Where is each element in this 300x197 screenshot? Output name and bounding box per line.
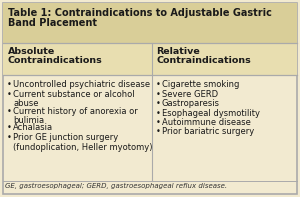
Text: Relative: Relative [157,47,200,56]
Text: •: • [7,124,12,133]
Text: •: • [155,127,160,137]
Text: Autoimmune disease: Autoimmune disease [161,118,250,127]
Text: abuse: abuse [13,99,38,108]
Text: Gastroparesis: Gastroparesis [161,99,220,108]
Text: Esophageal dysmotility: Esophageal dysmotility [161,109,260,117]
Text: •: • [7,133,12,142]
Text: Prior GE junction surgery: Prior GE junction surgery [13,133,118,142]
Text: Severe GERD: Severe GERD [161,89,218,98]
Text: Contraindications: Contraindications [8,56,103,65]
Text: •: • [155,80,160,89]
Text: •: • [7,80,12,89]
Text: bulimia: bulimia [13,116,44,125]
Text: (fundoplication, Heller myotomy): (fundoplication, Heller myotomy) [13,142,152,151]
Text: GE, gastroesophageal; GERD, gastroesophageal reflux disease.: GE, gastroesophageal; GERD, gastroesopha… [5,183,227,189]
Text: Band Placement: Band Placement [8,18,97,28]
Text: •: • [7,89,12,98]
Text: •: • [155,109,160,117]
Text: Contraindications: Contraindications [157,56,251,65]
Text: Uncontrolled psychiatric disease: Uncontrolled psychiatric disease [13,80,150,89]
Bar [3,3,297,43]
Text: Cigarette smoking: Cigarette smoking [161,80,239,89]
Text: •: • [155,89,160,98]
Text: Table 1: Contraindications to Adjustable Gastric: Table 1: Contraindications to Adjustable… [8,8,272,18]
Text: Current substance or alcohol: Current substance or alcohol [13,89,135,98]
Text: Achalasia: Achalasia [13,124,53,133]
Text: •: • [7,107,12,115]
Text: •: • [155,99,160,108]
Text: •: • [155,118,160,127]
Bar [3,43,297,75]
Text: Current history of anorexia or: Current history of anorexia or [13,107,138,115]
Text: Absolute: Absolute [8,47,55,56]
Text: Prior bariatric surgery: Prior bariatric surgery [161,127,254,137]
